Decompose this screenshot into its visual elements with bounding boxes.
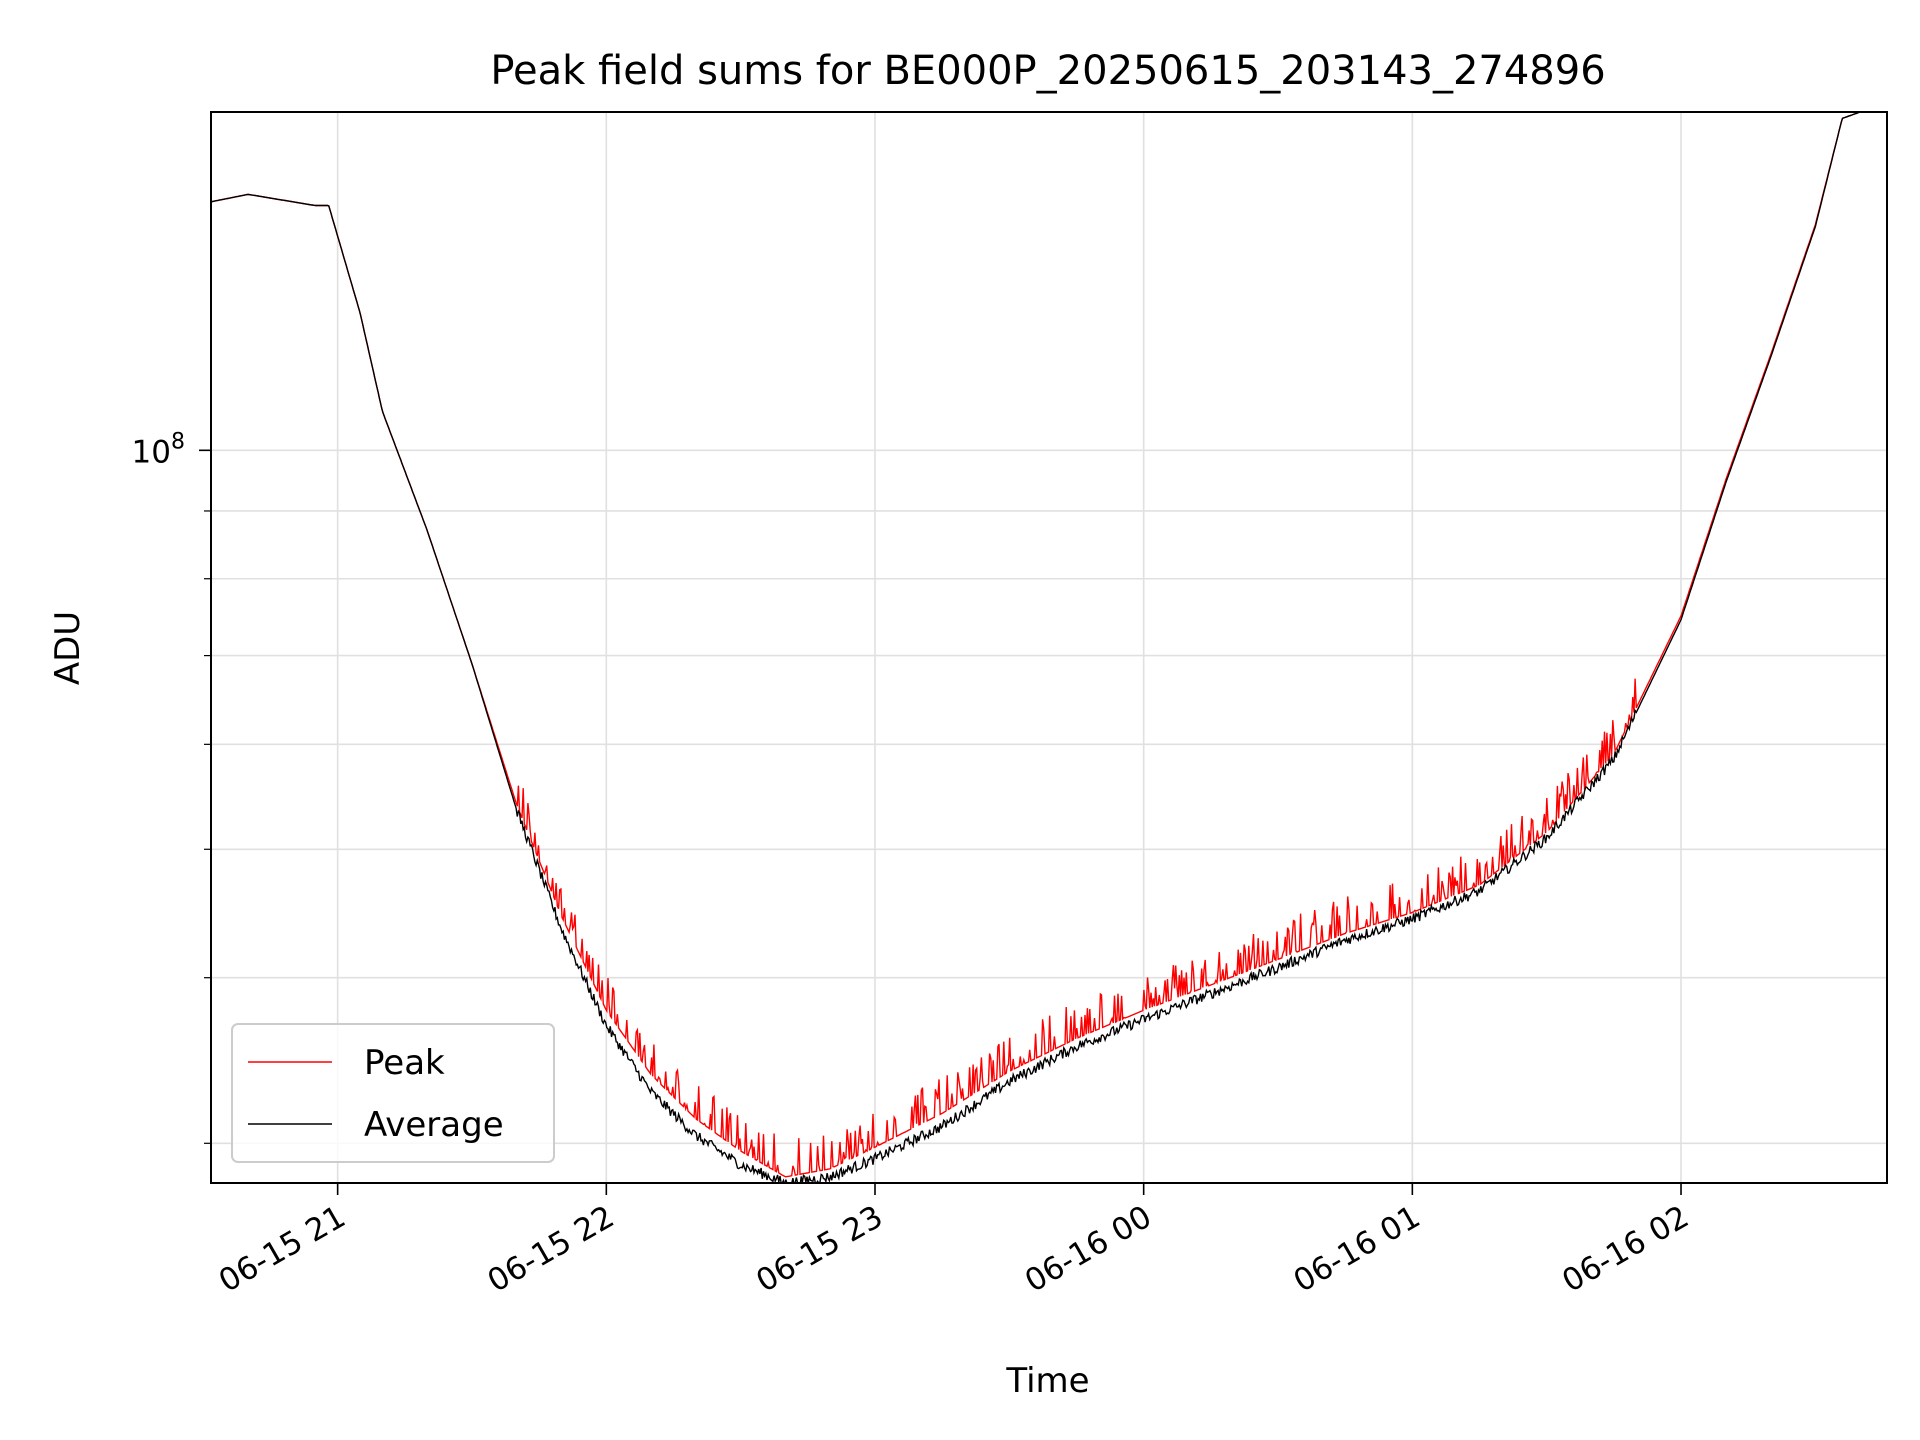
series-line-average [211, 112, 1861, 1183]
chart-title: Peak field sums for BE000P_20250615_2031… [490, 48, 1605, 94]
legend-label-peak: Peak [364, 1043, 445, 1083]
y-tick-label: 108 [132, 429, 185, 470]
x-axis-label: Time [1005, 1361, 1089, 1401]
legend-label-average: Average [364, 1105, 504, 1145]
y-axis-label: ADU [48, 611, 88, 685]
legend-frame [231, 1023, 555, 1163]
plot-series [211, 112, 1861, 1183]
plot-area-frame [210, 111, 1888, 1184]
legend: Peak Average [231, 1023, 555, 1163]
